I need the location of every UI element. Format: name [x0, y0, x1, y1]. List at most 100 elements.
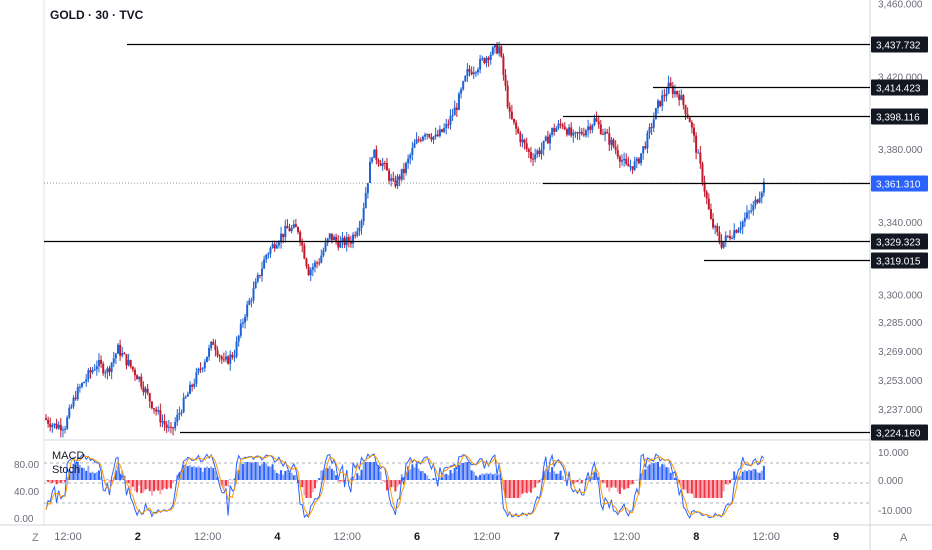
macd-histogram-bar: [383, 480, 386, 483]
macd-histogram-bar: [246, 462, 249, 480]
candle-body: [231, 354, 234, 358]
macd-histogram-bar: [271, 464, 274, 480]
candle-body: [110, 362, 113, 372]
candle-body: [186, 393, 189, 397]
macd-histogram-bar: [309, 480, 312, 498]
macd-histogram-bar: [85, 470, 88, 480]
candle-body: [153, 408, 155, 410]
macd-histogram-bar: [301, 480, 304, 488]
candle-body: [313, 262, 316, 267]
macd-histogram-bar: [421, 470, 424, 480]
macd-histogram-bar: [614, 480, 617, 488]
candle-body: [529, 152, 532, 159]
level-badge: [871, 175, 928, 192]
price-tick-label: 3,460.000: [878, 0, 923, 11]
macd-histogram-bar: [261, 464, 263, 480]
macd-histogram-bar: [95, 472, 98, 480]
macd-histogram-bar: [559, 470, 562, 480]
macd-histogram-bar: [148, 480, 151, 492]
macd-histogram-bar: [659, 466, 662, 480]
macd-histogram-bar: [663, 464, 666, 480]
candle-body: [587, 126, 590, 131]
macd-histogram-bar: [453, 467, 456, 480]
candle-body: [409, 154, 412, 159]
macd-histogram-bar: [250, 462, 253, 480]
candle-body: [411, 147, 414, 155]
macd-histogram-bar: [553, 471, 556, 480]
candle-body: [356, 231, 359, 236]
macd-histogram-bar: [673, 477, 676, 480]
candle-body: [644, 146, 647, 149]
candle-body: [76, 387, 79, 400]
macd-histogram-bar: [549, 472, 551, 480]
macd-histogram-bar: [59, 480, 62, 484]
candle-body: [349, 241, 352, 244]
candle-body: [462, 81, 465, 90]
macd-histogram-bar: [633, 480, 636, 481]
candle-body: [546, 136, 549, 144]
candle-body: [133, 369, 136, 376]
macd-histogram-bar: [356, 473, 359, 480]
macd-histogram-bar: [366, 462, 369, 480]
macd-histogram-bar: [394, 480, 397, 492]
candle-body: [106, 368, 109, 373]
macd-histogram-bar: [555, 473, 558, 480]
candle-body: [91, 369, 94, 373]
candle-body: [93, 369, 96, 371]
macd-histogram-bar: [635, 479, 638, 481]
candle-body: [201, 368, 204, 370]
candle-body: [457, 93, 460, 110]
candle-body: [585, 130, 587, 136]
macd-histogram-bar: [269, 466, 272, 480]
candle-body: [726, 235, 729, 237]
macd-histogram-bar: [667, 467, 670, 480]
candle-body: [352, 234, 355, 244]
candle-body: [358, 227, 361, 232]
candle-body: [297, 227, 299, 232]
macd-histogram-bar: [580, 480, 583, 484]
macd-histogram-bar: [627, 480, 630, 489]
candle-body: [53, 423, 56, 425]
candle-body: [112, 358, 115, 363]
candle-body: [146, 388, 149, 394]
macd-histogram-bar: [540, 478, 543, 480]
macd-histogram-bar: [49, 480, 52, 484]
macd-histogram-bar: [66, 476, 69, 480]
macd-histogram-bar: [527, 480, 530, 492]
auto-scale-corner[interactable]: A: [900, 532, 908, 544]
candle-body: [176, 414, 179, 422]
candle-body: [119, 344, 122, 356]
candle-body: [87, 370, 90, 380]
macd-histogram-bar: [714, 480, 717, 498]
candle-body: [481, 58, 484, 60]
candle-body: [61, 429, 64, 431]
macd-histogram-bar: [61, 480, 64, 482]
candle-body: [654, 108, 657, 120]
macd-histogram-bar: [144, 480, 147, 490]
macd-histogram-bar: [720, 480, 723, 498]
macd-histogram-bar: [362, 462, 365, 480]
stoch-d-line: [45, 454, 765, 518]
macd-histogram-bar: [551, 467, 554, 480]
macd-histogram-bar: [55, 480, 58, 485]
candle-body: [720, 240, 723, 248]
candle-body: [648, 127, 651, 133]
macd-histogram-bar: [739, 475, 742, 480]
macd-histogram-bar: [360, 469, 363, 480]
candle-body: [572, 132, 575, 136]
candle-body: [657, 100, 659, 109]
macd-histogram-bar: [686, 480, 689, 494]
macd-histogram-bar: [282, 474, 285, 480]
macd-histogram-bar: [707, 480, 710, 498]
candle-body: [178, 412, 181, 415]
candle-body: [474, 72, 477, 74]
macd-histogram-bar: [515, 480, 518, 498]
candle-body: [441, 129, 443, 132]
candle-body: [229, 354, 232, 364]
candle-body: [307, 266, 310, 276]
candle-body: [527, 149, 530, 153]
candle-body: [502, 56, 505, 75]
timezone-corner[interactable]: Z: [32, 532, 39, 544]
macd-histogram-bar: [716, 480, 719, 498]
